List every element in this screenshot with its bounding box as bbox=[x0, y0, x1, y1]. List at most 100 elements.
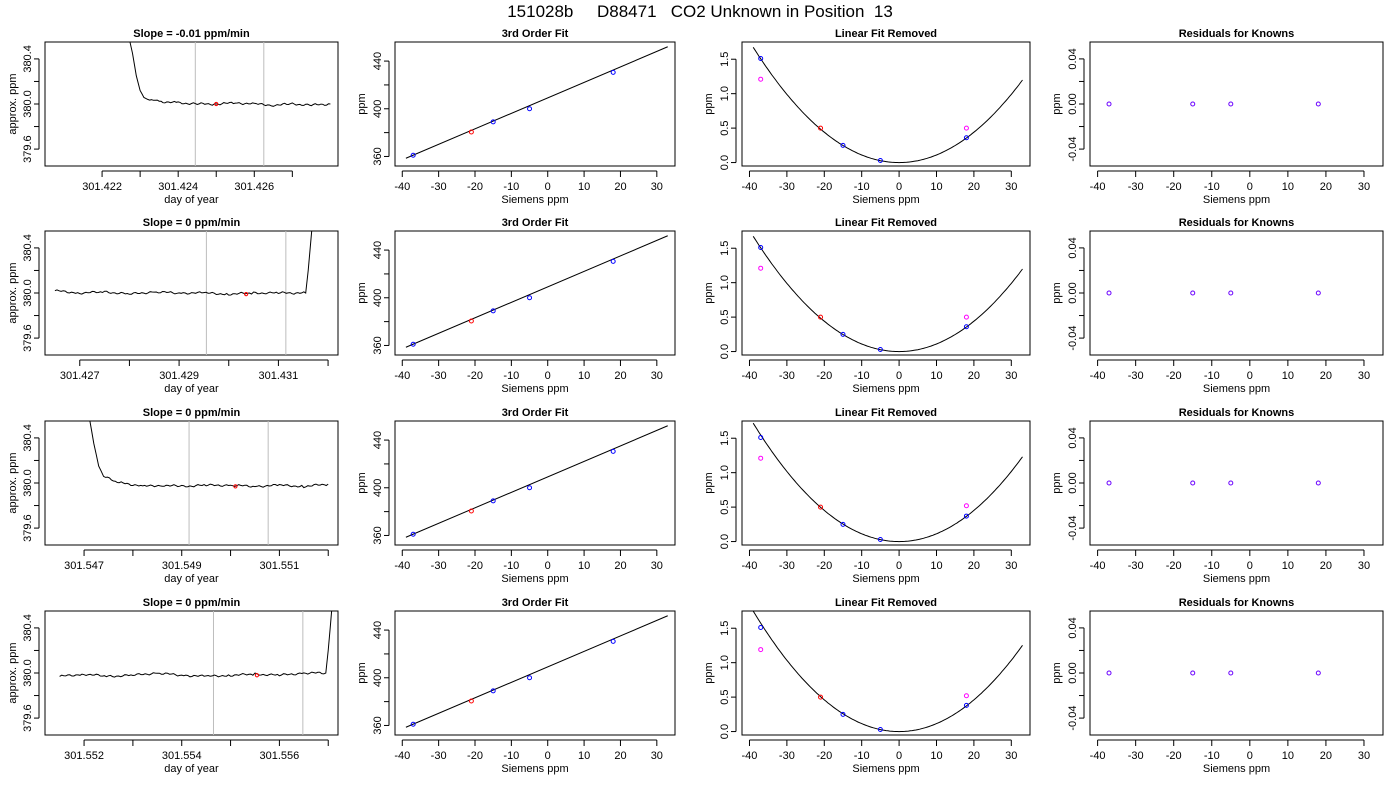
y-axis-label: approx. ppm bbox=[7, 642, 19, 703]
y-tick-label: 0.0 bbox=[719, 344, 731, 359]
x-tick-label: -10 bbox=[854, 560, 870, 572]
y-tick-label: 440 bbox=[372, 52, 384, 70]
x-tick-label: 30 bbox=[1005, 370, 1017, 382]
chart-title: 3rd Order Fit bbox=[502, 217, 569, 229]
plot-data bbox=[129, 42, 331, 166]
x-tick-label: -40 bbox=[394, 560, 410, 572]
knowns-point bbox=[610, 448, 616, 454]
x-tick-label: 0 bbox=[1247, 370, 1253, 382]
x-tick-label: 30 bbox=[1358, 370, 1370, 382]
x-tick-label: 0 bbox=[1247, 750, 1253, 762]
knowns-point bbox=[610, 69, 616, 75]
y-tick-label: 0.04 bbox=[1067, 48, 1079, 69]
plot-data bbox=[405, 425, 668, 538]
fit-curve bbox=[752, 422, 1023, 543]
y-axis-label: ppm bbox=[703, 662, 715, 683]
y-tick-label: 0.5 bbox=[719, 499, 731, 514]
x-tick-label: -10 bbox=[1204, 181, 1220, 193]
plot-data bbox=[752, 47, 1023, 164]
y-axis-label: ppm bbox=[356, 93, 368, 114]
unknown-point bbox=[468, 318, 474, 324]
x-tick-label: -40 bbox=[1090, 560, 1106, 572]
y-tick-label: 0.00 bbox=[1067, 662, 1079, 683]
knowns-point bbox=[877, 726, 883, 732]
x-tick-label: 20 bbox=[1320, 181, 1332, 193]
y-axis-label: ppm bbox=[703, 282, 715, 303]
knowns-point bbox=[490, 308, 496, 314]
x-tick-label: -30 bbox=[1128, 181, 1144, 193]
knowns-point bbox=[410, 721, 416, 727]
y-tick-label: 0.00 bbox=[1067, 282, 1079, 303]
plot-frame bbox=[394, 420, 676, 546]
knowns-point bbox=[758, 56, 764, 62]
fit-line bbox=[405, 615, 668, 728]
x-axis-label: Siemens ppm bbox=[1203, 383, 1270, 395]
knowns-point bbox=[410, 531, 416, 537]
plot-frame bbox=[44, 41, 339, 167]
x-tick-label: 30 bbox=[651, 560, 663, 572]
y-tick-label: 0.5 bbox=[719, 120, 731, 135]
chart-title: Slope = 0 ppm/min bbox=[143, 217, 241, 229]
x-tick-label: -30 bbox=[431, 560, 447, 572]
x-tick-label: -20 bbox=[1166, 370, 1182, 382]
knowns-point bbox=[758, 435, 764, 441]
plot-frame bbox=[1089, 420, 1384, 546]
x-tick-label: -30 bbox=[431, 750, 447, 762]
y-tick-label: 360 bbox=[372, 716, 384, 734]
unknown-point bbox=[818, 125, 824, 131]
knowns-point bbox=[527, 295, 533, 301]
x-tick-label: -20 bbox=[816, 560, 832, 572]
x-tick-label: -40 bbox=[742, 370, 758, 382]
y-tick-label: 360 bbox=[372, 336, 384, 354]
x-tick-label: -30 bbox=[1128, 560, 1144, 572]
y-axis-label: approx. ppm bbox=[7, 262, 19, 323]
x-tick-label: 30 bbox=[1005, 750, 1017, 762]
knowns-point bbox=[1228, 670, 1234, 676]
x-tick-label: 20 bbox=[1320, 560, 1332, 572]
y-axis-label: approx. ppm bbox=[7, 452, 19, 513]
knowns-point bbox=[840, 521, 846, 527]
x-tick-label: 30 bbox=[651, 750, 663, 762]
x-tick-label: -40 bbox=[394, 181, 410, 193]
chart-title: Linear Fit Removed bbox=[835, 217, 937, 229]
x-tick-label: -10 bbox=[1204, 560, 1220, 572]
x-axis-label: Siemens ppm bbox=[852, 383, 919, 395]
x-tick-label: 30 bbox=[1358, 181, 1370, 193]
x-tick-label: 10 bbox=[1282, 181, 1294, 193]
panel-4-4: Residuals for Knowns -40 -30 -20 -10 0 10 20 30 -… bbox=[1051, 597, 1384, 775]
x-tick-label: -20 bbox=[816, 181, 832, 193]
chart-title: Residuals for Knowns bbox=[1179, 407, 1295, 419]
x-tick-label: 0 bbox=[896, 560, 902, 572]
knowns-point bbox=[1190, 101, 1196, 107]
unknown-point bbox=[818, 314, 824, 320]
y-tick-label: 1.0 bbox=[719, 86, 731, 101]
x-tick-label: -40 bbox=[1090, 750, 1106, 762]
knowns-point bbox=[1315, 290, 1321, 296]
x-tick-label: 30 bbox=[651, 181, 663, 193]
y-tick-label: 0.00 bbox=[1067, 93, 1079, 114]
x-tick-label: 30 bbox=[1005, 560, 1017, 572]
knowns-point bbox=[1106, 290, 1112, 296]
x-axis-label: Siemens ppm bbox=[852, 573, 919, 585]
x-tick-label: 0 bbox=[1247, 560, 1253, 572]
y-tick-label: 380.0 bbox=[22, 90, 34, 118]
x-tick-label: 30 bbox=[1358, 750, 1370, 762]
x-tick-label: -10 bbox=[503, 560, 519, 572]
x-tick-label: -10 bbox=[503, 370, 519, 382]
concentration-trace bbox=[54, 231, 313, 296]
x-tick-label: -30 bbox=[779, 560, 795, 572]
fit-line bbox=[405, 235, 668, 348]
knowns-point bbox=[1190, 480, 1196, 486]
plot-frame bbox=[394, 230, 676, 356]
plot-frame bbox=[741, 41, 1031, 167]
y-tick-label: 440 bbox=[372, 621, 384, 639]
x-tick-label: 20 bbox=[968, 181, 980, 193]
x-tick-label: 10 bbox=[930, 370, 942, 382]
knowns-point bbox=[840, 142, 846, 148]
y-axis-label: ppm bbox=[1051, 472, 1063, 493]
knowns-point bbox=[490, 119, 496, 125]
x-tick-label: 10 bbox=[930, 750, 942, 762]
knowns-point bbox=[1315, 670, 1321, 676]
plot-frame bbox=[741, 230, 1031, 356]
plot-data bbox=[752, 422, 1023, 543]
